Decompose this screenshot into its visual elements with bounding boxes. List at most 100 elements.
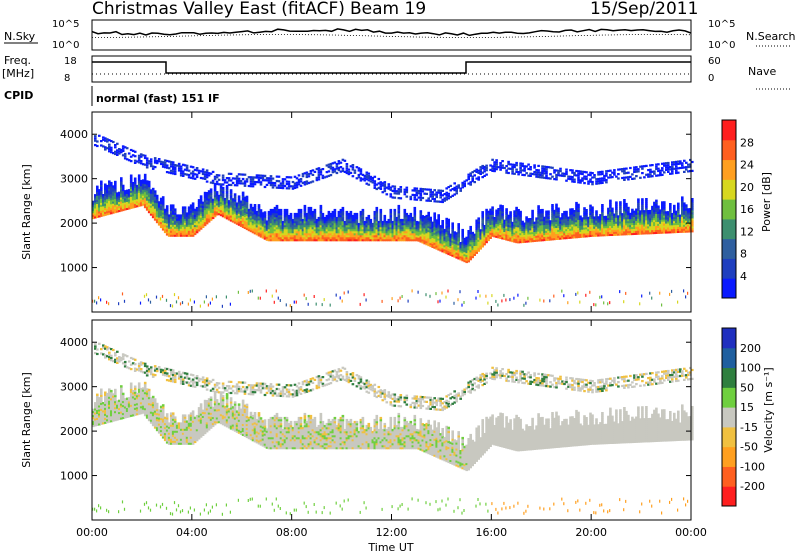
power-cell bbox=[295, 181, 299, 184]
power-cell bbox=[347, 232, 351, 236]
power-cell bbox=[114, 146, 117, 149]
power-cell bbox=[553, 209, 556, 213]
power-cell bbox=[251, 183, 255, 186]
power-cell bbox=[141, 201, 145, 204]
power-cell bbox=[359, 170, 363, 173]
power-cell bbox=[589, 218, 592, 221]
power-cell bbox=[106, 140, 109, 143]
power-cell bbox=[271, 210, 275, 214]
power-cell bbox=[557, 213, 560, 216]
power-cell bbox=[325, 216, 329, 220]
power-cell bbox=[421, 221, 425, 224]
power-cell bbox=[565, 216, 568, 220]
power-cell bbox=[441, 189, 444, 192]
power-cell bbox=[245, 225, 249, 229]
power-cell bbox=[423, 236, 426, 239]
power-cell bbox=[545, 224, 548, 227]
power-cell bbox=[443, 236, 446, 240]
power-cell bbox=[131, 206, 135, 209]
power-cell bbox=[319, 222, 323, 226]
power-cell bbox=[551, 224, 554, 227]
power-cell bbox=[199, 201, 203, 204]
power-cell bbox=[515, 232, 518, 236]
power-cell bbox=[177, 216, 181, 219]
power-cell bbox=[165, 205, 169, 208]
power-cell bbox=[345, 210, 349, 214]
power-cell bbox=[96, 203, 99, 206]
power-cell bbox=[185, 169, 189, 172]
power-cell bbox=[277, 238, 281, 242]
power-cell bbox=[617, 227, 620, 230]
power-cell bbox=[217, 174, 221, 177]
power-cell bbox=[445, 249, 448, 253]
n-sky-line bbox=[91, 28, 692, 37]
power-cell bbox=[285, 176, 289, 179]
power-cell bbox=[175, 228, 179, 231]
power-cell bbox=[471, 235, 474, 239]
power-cell bbox=[365, 222, 369, 226]
power-cell bbox=[120, 203, 123, 206]
power-cell bbox=[481, 219, 484, 222]
power-cell bbox=[387, 236, 391, 240]
power-cell bbox=[175, 224, 179, 227]
power-cell bbox=[463, 251, 466, 255]
power-cell bbox=[397, 220, 401, 224]
power-cell bbox=[433, 189, 436, 192]
power-cell bbox=[529, 172, 532, 175]
power-cell bbox=[439, 196, 442, 199]
power-cell bbox=[167, 216, 171, 219]
power-cell bbox=[597, 224, 600, 227]
power-cell bbox=[263, 225, 267, 228]
power-cell bbox=[129, 186, 133, 189]
power-cell bbox=[457, 243, 460, 246]
power-cell bbox=[609, 229, 612, 232]
power-cell bbox=[299, 178, 303, 181]
power-cell bbox=[413, 232, 417, 236]
power-cell bbox=[491, 222, 494, 225]
power-cell bbox=[485, 224, 488, 228]
power-cell bbox=[585, 229, 588, 232]
power-cell bbox=[265, 230, 269, 233]
power-cell bbox=[631, 212, 634, 216]
power-cell bbox=[255, 227, 259, 230]
power-cell bbox=[219, 185, 223, 189]
power-cell bbox=[489, 230, 492, 233]
power-cell bbox=[479, 245, 482, 248]
power-cell bbox=[375, 224, 379, 228]
power-cell bbox=[369, 234, 373, 238]
power-cell bbox=[159, 211, 163, 215]
power-cell bbox=[541, 222, 544, 226]
power-cell bbox=[283, 230, 287, 234]
power-cell bbox=[121, 206, 125, 210]
power-cell bbox=[639, 232, 642, 235]
power-cell bbox=[399, 188, 403, 191]
power-cell bbox=[235, 204, 239, 207]
power-cell bbox=[397, 218, 401, 222]
power-cell bbox=[479, 239, 482, 242]
power-cell bbox=[277, 218, 281, 222]
power-cell bbox=[319, 173, 323, 176]
power-cell bbox=[457, 255, 460, 258]
power-cell bbox=[245, 199, 249, 203]
power-cell bbox=[501, 215, 504, 218]
power-cell bbox=[217, 208, 221, 212]
power-cell bbox=[425, 240, 428, 244]
power-cell bbox=[463, 301, 465, 304]
power-cell bbox=[245, 209, 249, 213]
power-cell bbox=[465, 242, 468, 246]
power-cell bbox=[593, 218, 596, 221]
power-cell bbox=[621, 219, 624, 222]
power-cell bbox=[409, 214, 413, 218]
power-cell bbox=[259, 296, 261, 300]
power-cell bbox=[441, 194, 444, 197]
power-cell bbox=[393, 230, 397, 234]
power-cell bbox=[161, 294, 164, 298]
power-cell bbox=[433, 240, 436, 243]
power-cell bbox=[311, 224, 315, 228]
power-cell bbox=[637, 206, 640, 209]
power-cell bbox=[173, 228, 177, 231]
power-cell bbox=[463, 182, 466, 185]
power-cell bbox=[401, 295, 403, 298]
power-cell bbox=[495, 161, 498, 164]
power-cell bbox=[104, 195, 107, 198]
